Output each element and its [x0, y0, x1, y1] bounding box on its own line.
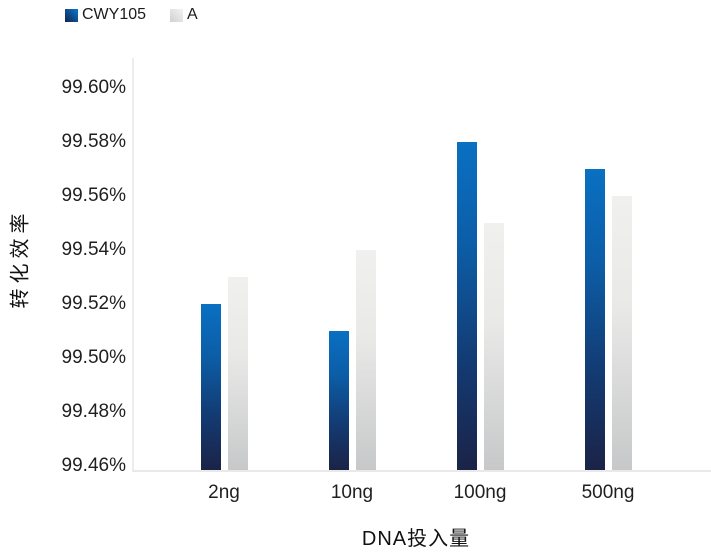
bar-group-100ng [416, 0, 544, 470]
bar-group-2ng [160, 0, 288, 470]
bar-group-10ng [288, 0, 416, 470]
y-tick-label: 99.52% [61, 293, 126, 314]
y-tick-label: 99.60% [61, 77, 126, 98]
legend-label-a: A [187, 6, 198, 23]
legend-label-cwy105: CWY105 [82, 6, 147, 23]
y-tick-label: 99.54% [61, 239, 126, 260]
bar-a-500ng [611, 196, 632, 470]
y-tick-label: 99.46% [61, 455, 126, 476]
bar-group-500ng [544, 0, 672, 470]
bar-a-100ng [483, 223, 504, 470]
bar-cwy105-100ng [456, 142, 477, 470]
bar-a-2ng [227, 277, 248, 470]
plot-area [160, 0, 672, 470]
y-axis-tick-labels: 99.46% 99.48% 99.50% 99.52% 99.54% 99.56% 99.5… [0, 0, 126, 553]
bar-cwy105-10ng [328, 331, 349, 470]
x-axis-tick-labels: 2ng 10ng 100ng 500ng [160, 482, 672, 504]
legend-swatch-cwy105 [65, 8, 78, 22]
legend-swatch-a [170, 8, 184, 22]
x-axis-line [132, 470, 711, 472]
y-tick-label: 99.56% [61, 185, 126, 206]
y-tick-label: 99.50% [61, 347, 126, 368]
x-axis-title: DNA投入量 [361, 528, 471, 550]
x-tick-label-100ng: 100ng [453, 482, 507, 503]
legend-item-cwy105: CWY105 [65, 7, 146, 23]
y-tick-label: 99.48% [61, 401, 126, 422]
bar-cwy105-500ng [584, 169, 605, 470]
legend-item-a: A [170, 7, 198, 23]
y-tick-label: 99.58% [61, 131, 126, 152]
y-axis-line [132, 58, 134, 470]
x-tick-label-2ng: 2ng [208, 482, 240, 503]
x-tick-label-500ng: 500ng [581, 482, 635, 503]
bar-a-10ng [355, 250, 376, 470]
bar-cwy105-2ng [200, 304, 221, 470]
chart-legend: CWY105 A [65, 7, 198, 23]
x-tick-label-10ng: 10ng [330, 482, 374, 503]
